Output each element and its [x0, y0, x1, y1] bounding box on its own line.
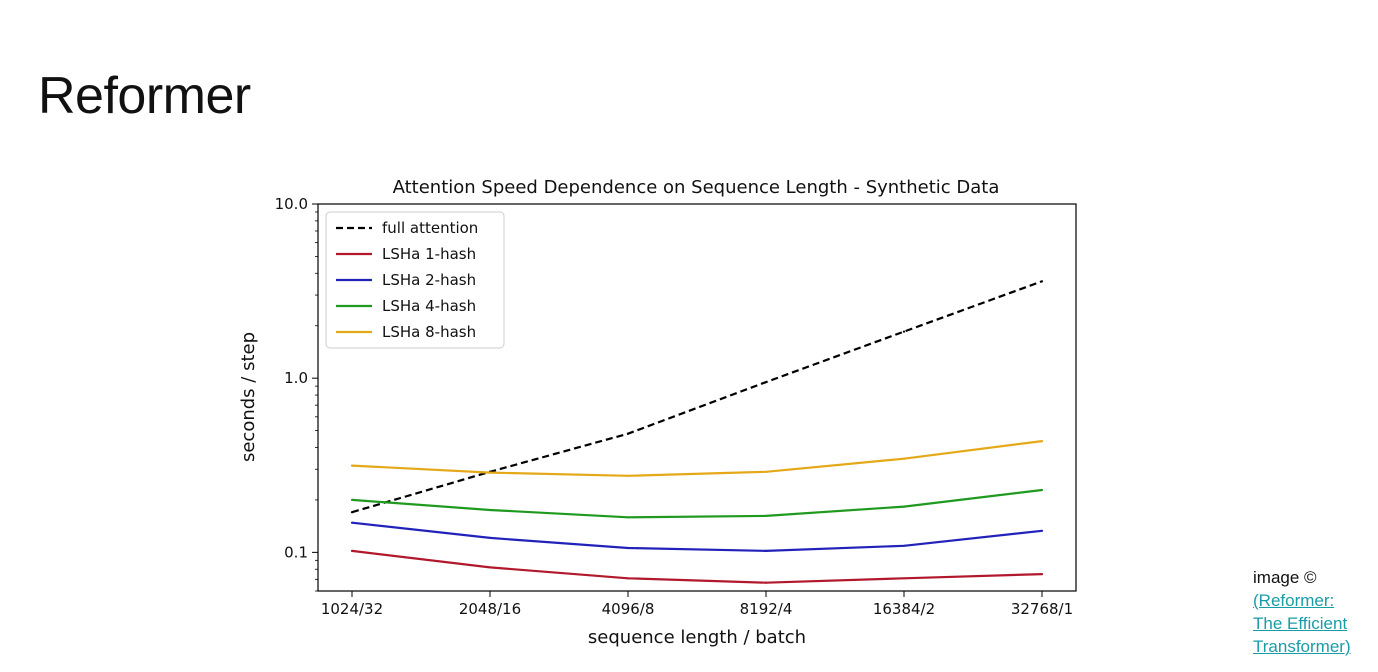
x-tick-label: 32768/1 [1011, 600, 1073, 618]
data-point [1040, 573, 1044, 576]
legend-label: LSHa 2-hash [382, 271, 476, 289]
series-line-3 [351, 488, 1043, 519]
data-point [902, 544, 906, 547]
data-point [350, 521, 354, 524]
data-point [1040, 529, 1044, 532]
legend: full attention LSHa 1-hash LSHa 2-hash LSHa… [325, 211, 505, 349]
data-point [488, 471, 492, 474]
x-tick-label: 4096/8 [602, 600, 655, 618]
x-tick-label: 16384/2 [873, 600, 935, 618]
data-point [764, 549, 768, 553]
data-point [902, 330, 906, 333]
data-point [1040, 440, 1044, 443]
data-point [488, 566, 492, 569]
y-axis: 0.1 1.0 10.0 [275, 195, 318, 592]
data-point [764, 581, 768, 584]
data-point [626, 474, 630, 477]
series-lines [350, 280, 1044, 584]
legend-box [325, 211, 505, 349]
data-point [626, 577, 630, 580]
data-point [626, 432, 630, 435]
x-axis-label: sequence length / batch [588, 627, 806, 648]
credit-link-line-1[interactable]: (Reformer: [1253, 591, 1335, 610]
data-point [350, 549, 354, 553]
data-point [764, 514, 768, 518]
x-tick-label: 8192/4 [740, 600, 793, 618]
x-axis: 1024/32 2048/16 4096/8 8192/4 16384/2 32768/1 [321, 591, 1073, 618]
credit-link-line-2[interactable]: The Efficient [1253, 614, 1348, 633]
legend-label: LSHa 4-hash [382, 297, 476, 315]
legend-label: LSHa 1-hash [382, 245, 476, 263]
data-point [764, 470, 768, 473]
x-tick-label: 2048/16 [459, 600, 521, 618]
data-point [626, 546, 630, 550]
chart-title: Attention Speed Dependence on Sequence L… [393, 177, 1000, 198]
data-point [1040, 488, 1044, 492]
plot-frame [317, 203, 1077, 592]
credit-link-line-3[interactable]: Transformer) [1253, 637, 1351, 656]
data-point [626, 516, 630, 519]
data-point [350, 511, 354, 514]
y-tick-label: 1.0 [284, 369, 308, 387]
data-point [350, 498, 354, 501]
data-point [488, 536, 492, 540]
data-point [1040, 280, 1044, 283]
y-tick-label: 0.1 [284, 543, 308, 561]
y-tick-label: 10.0 [275, 195, 308, 213]
data-point [902, 457, 906, 460]
data-point [488, 508, 492, 512]
data-point [902, 577, 906, 580]
legend-label: LSHa 8-hash [382, 323, 476, 341]
series-line-1 [351, 549, 1043, 584]
y-axis-label: seconds / step [238, 332, 259, 462]
data-point [764, 381, 768, 384]
x-tick-label: 1024/32 [321, 600, 383, 618]
data-point [902, 505, 906, 508]
legend-label: full attention [382, 219, 478, 237]
series-line-2 [351, 521, 1043, 553]
data-point [350, 464, 354, 467]
image-credit: image © (Reformer: The Efficient Transfo… [1253, 566, 1351, 658]
slide-title: Reformer [38, 67, 251, 125]
credit-label: image © [1253, 568, 1317, 587]
series-line-4 [351, 440, 1043, 477]
series-line-0 [351, 280, 1043, 514]
